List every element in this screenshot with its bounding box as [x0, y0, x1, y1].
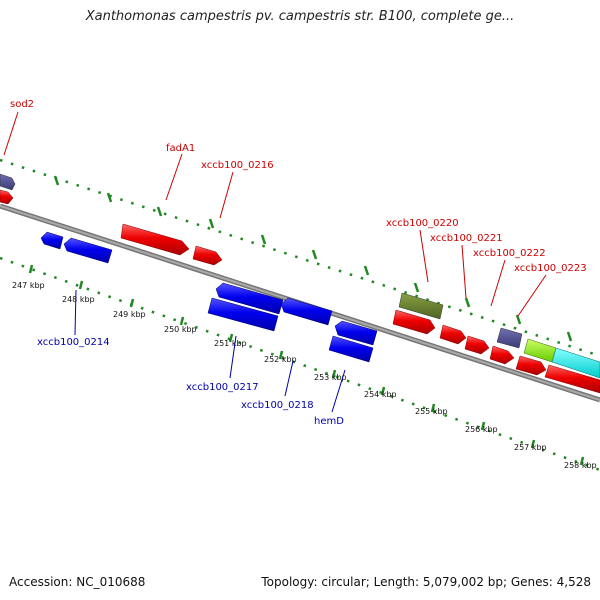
gene-label[interactable]: xccb100_0217	[186, 382, 259, 393]
gene-label[interactable]: xccb100_0218	[241, 400, 314, 411]
ruler-tick	[260, 234, 267, 245]
gene-arrow[interactable]	[551, 347, 600, 379]
gene-label[interactable]: xccb100_0221	[430, 233, 503, 244]
gene-arrow[interactable]	[515, 355, 547, 376]
gene-arrow[interactable]	[439, 324, 467, 345]
ruler-label: 251 kbp	[214, 339, 247, 348]
ruler-label: 253 kbp	[314, 373, 347, 382]
ruler-label: 258 kbp	[564, 461, 597, 470]
gene-label[interactable]: xccb100_0216	[201, 160, 274, 171]
gene-arrow[interactable]	[207, 297, 279, 332]
ruler-tick	[208, 218, 215, 229]
ruler-tick	[530, 439, 536, 449]
gene-arrow[interactable]	[120, 223, 190, 256]
gene-label[interactable]: fadA1	[166, 143, 195, 154]
ruler-label: 247 kbp	[12, 281, 45, 290]
gene-arrow[interactable]	[40, 231, 64, 250]
ruler-label: 256 kbp	[465, 425, 498, 434]
gene-arrow[interactable]	[215, 282, 284, 315]
ruler-label: 255 kbp	[415, 407, 448, 416]
gene-arrow[interactable]	[280, 297, 333, 326]
ruler-label: 249 kbp	[113, 310, 146, 319]
accession-text: Accession: NC_010688	[9, 575, 146, 589]
ruler-upper	[0, 158, 600, 358]
ruler-label: 252 kbp	[264, 355, 297, 364]
ruler-tick	[53, 175, 60, 186]
gene-label[interactable]: xccb100_0214	[37, 337, 110, 348]
gene-arrow[interactable]	[192, 245, 223, 266]
ruler-label: 248 kbp	[62, 295, 95, 304]
summary-text: Topology: circular; Length: 5,079,002 bp…	[261, 575, 591, 589]
ruler-tick	[179, 316, 185, 326]
ruler-labels: 247 kbp 248 kbp 249 kbp 250 kbp 251 kbp …	[12, 281, 597, 470]
gene-arrow[interactable]	[334, 320, 378, 346]
ruler-lower	[0, 256, 600, 472]
gene-label[interactable]: xccb100_0220	[386, 218, 459, 229]
ruler-tick	[380, 386, 386, 396]
ruler-tick	[464, 297, 471, 308]
ruler-tick	[515, 314, 522, 325]
gene-arrow[interactable]	[398, 292, 444, 320]
gene-arrow[interactable]	[63, 237, 113, 264]
ruler-tick	[579, 456, 585, 466]
ruler-tick	[311, 249, 318, 260]
gene-arrow[interactable]	[544, 364, 600, 394]
ruler-tick	[129, 298, 135, 308]
label-leaders	[3, 111, 547, 413]
gene-arrow[interactable]	[496, 327, 523, 349]
ruler-tick	[363, 265, 370, 276]
gene-arrow[interactable]	[489, 345, 515, 365]
gene-arrow[interactable]	[464, 335, 490, 355]
ruler-label: 254 kbp	[364, 390, 397, 399]
ruler-label: 250 kbp	[164, 325, 197, 334]
gene-label[interactable]: xccb100_0222	[473, 248, 546, 259]
ruler-tick	[78, 280, 84, 290]
ruler-label: 257 kbp	[514, 443, 547, 452]
gene-arrow[interactable]	[392, 309, 436, 335]
ruler-upper-ticks	[53, 175, 573, 342]
ruler-tick	[413, 282, 420, 293]
forward-genes	[40, 231, 378, 363]
ruler-tick	[480, 421, 486, 431]
ruler-tick	[106, 192, 113, 203]
ruler-lower-ticks	[28, 264, 585, 466]
gene-label[interactable]: hemD	[314, 416, 344, 427]
gene-arrow[interactable]	[0, 173, 16, 191]
ruler-tick	[278, 350, 284, 360]
reverse-genes	[0, 173, 600, 394]
gene-label[interactable]: xccb100_0223	[514, 263, 587, 274]
ruler-tick	[156, 206, 163, 217]
gene-arrow[interactable]	[328, 335, 374, 363]
map-title: Xanthomonas campestris pv. campestris st…	[85, 9, 515, 24]
gene-label[interactable]: sod2	[10, 99, 34, 110]
gene-arrow[interactable]	[0, 189, 14, 205]
ruler-tick	[228, 333, 234, 343]
gene-labels: sod2 fadA1 xccb100_0216 xccb100_0220 xcc…	[10, 99, 587, 427]
ruler-tick	[566, 331, 573, 342]
ruler-tick	[28, 264, 34, 274]
ruler-tick	[331, 369, 337, 379]
ruler-tick	[430, 403, 436, 413]
